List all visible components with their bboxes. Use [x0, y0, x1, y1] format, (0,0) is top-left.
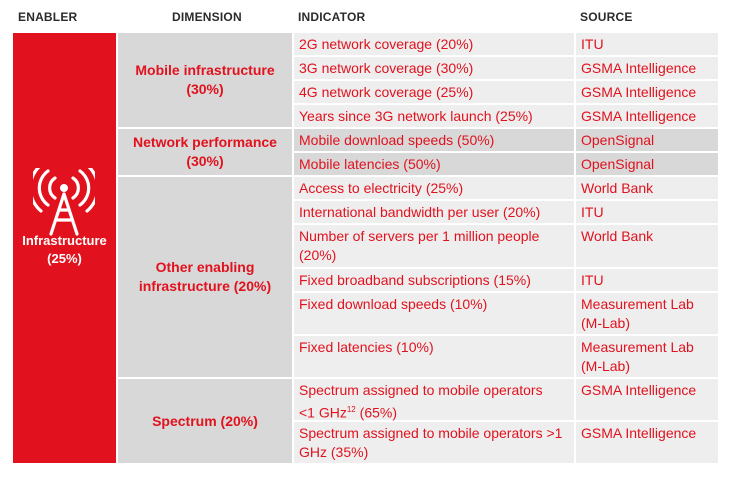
source-cell: ITU [576, 269, 718, 291]
indicator-cell: International bandwidth per user (20%) [294, 201, 574, 223]
table-row: 3G network coverage (30%) GSMA Intellige… [294, 57, 718, 79]
table-row: Mobile download speeds (50%) OpenSignal [294, 129, 718, 151]
header-dimension: DIMENSION [172, 10, 242, 24]
table-row: Access to electricity (25%) World Bank [294, 177, 718, 199]
indicator-text: Spectrum assigned to mobile operators [299, 382, 543, 398]
table-row: Spectrum assigned to mobile operators >1… [294, 422, 718, 463]
source-cell: OpenSignal [576, 129, 718, 151]
indicator-cell: Mobile download speeds (50%) [294, 129, 574, 151]
indicator-cell: Fixed download speeds (10%) [294, 293, 574, 334]
source-cell: GSMA Intelligence [576, 379, 718, 420]
source-cell: GSMA Intelligence [576, 105, 718, 127]
table-row: International bandwidth per user (20%) I… [294, 201, 718, 223]
table-row: Fixed broadband subscriptions (15%) ITU [294, 269, 718, 291]
source-cell: Measurement Lab (M-Lab) [576, 336, 718, 377]
header-enabler: ENABLER [18, 10, 78, 24]
header-source: SOURCE [580, 10, 633, 24]
dimension-label: Spectrum (20%) [152, 412, 258, 429]
cell-tower-icon [33, 168, 95, 236]
table-row: 4G network coverage (25%) GSMA Intellige… [294, 81, 718, 103]
indicator-cell: 2G network coverage (20%) [294, 33, 574, 55]
enabler-cell: Infrastructure (25%) [13, 33, 116, 463]
indicator-cell: 4G network coverage (25%) [294, 81, 574, 103]
dimension-label: Mobile infrastructure (30%) [135, 62, 275, 97]
indicator-text-lead: <1 GHz [299, 404, 347, 421]
table-row: Spectrum assigned to mobile operators <1 … [294, 379, 718, 421]
source-cell: ITU [576, 201, 718, 223]
indicator-cell: Years since 3G network launch (25%) [294, 105, 574, 127]
indicator-cell: 3G network coverage (30%) [294, 57, 574, 79]
source-cell: ITU [576, 33, 718, 55]
table-row: Fixed latencies (10%) Measurement Lab (M… [294, 336, 718, 377]
indicator-cell: Spectrum assigned to mobile operators >1… [294, 422, 574, 463]
header-indicator: INDICATOR [298, 10, 366, 24]
source-cell: World Bank [576, 177, 718, 199]
enabler-label: Infrastructure (25%) [22, 233, 107, 266]
table-row: Fixed download speeds (10%) Measurement … [294, 293, 718, 334]
dimension-label: Other enabling infrastructure (20%) [138, 259, 272, 294]
indicator-cell: Spectrum assigned to mobile operators <1 … [294, 379, 574, 421]
indicator-text-tail: (65%) [355, 404, 397, 421]
table-row: Number of servers per 1 million people (… [294, 225, 718, 267]
source-cell: GSMA Intelligence [576, 57, 718, 79]
indicator-cell: Number of servers per 1 million people (… [294, 225, 574, 267]
source-cell: GSMA Intelligence [576, 81, 718, 103]
indicator-cell: Access to electricity (25%) [294, 177, 574, 199]
source-cell: Measurement Lab (M-Lab) [576, 293, 718, 334]
table-row: Years since 3G network launch (25%) GSMA… [294, 105, 718, 127]
dimension-label: Network performance (30%) [133, 134, 277, 169]
source-cell: OpenSignal [576, 153, 718, 175]
indicator-cell: Fixed latencies (10%) [294, 336, 574, 377]
source-cell: World Bank [576, 225, 718, 267]
dimension-spectrum: Spectrum (20%) [118, 379, 292, 463]
dimension-network-performance: Network performance (30%) [118, 129, 292, 175]
indicator-cell: Fixed broadband subscriptions (15%) [294, 269, 574, 291]
source-cell: GSMA Intelligence [576, 422, 718, 463]
indicator-cell: Mobile latencies (50%) [294, 153, 574, 175]
table-row: Mobile latencies (50%) OpenSignal [294, 153, 718, 175]
dimension-mobile-infrastructure: Mobile infrastructure (30%) [118, 33, 292, 127]
footnote-marker: 12 [346, 405, 356, 414]
table-row: 2G network coverage (20%) ITU [294, 33, 718, 55]
dimension-other-enabling-infrastructure: Other enabling infrastructure (20%) [118, 177, 292, 377]
